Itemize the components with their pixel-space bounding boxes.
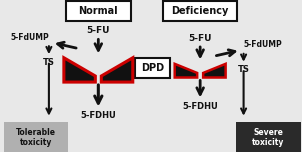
Polygon shape	[203, 64, 226, 78]
Text: TS: TS	[43, 58, 55, 67]
Polygon shape	[175, 64, 197, 78]
Text: 5-FU: 5-FU	[188, 34, 212, 43]
Text: 5-FdUMP: 5-FdUMP	[10, 33, 49, 42]
Text: 5-FDHU: 5-FDHU	[80, 111, 116, 120]
Polygon shape	[64, 58, 95, 82]
Text: 5-FDHU: 5-FDHU	[182, 102, 218, 111]
FancyBboxPatch shape	[163, 1, 237, 21]
Text: 5-FU: 5-FU	[87, 26, 110, 35]
Text: Tolerable
toxicity: Tolerable toxicity	[16, 128, 56, 147]
Text: Deficiency: Deficiency	[172, 6, 229, 16]
FancyBboxPatch shape	[135, 58, 170, 78]
Text: DPD: DPD	[141, 63, 164, 73]
Text: Normal: Normal	[79, 6, 118, 16]
Text: 5-FdUMP: 5-FdUMP	[244, 40, 282, 49]
Text: TS: TS	[238, 65, 249, 74]
FancyBboxPatch shape	[236, 122, 300, 152]
Text: Severe
toxicity: Severe toxicity	[252, 128, 284, 147]
FancyBboxPatch shape	[4, 122, 68, 152]
Polygon shape	[101, 58, 133, 82]
FancyBboxPatch shape	[66, 1, 131, 21]
